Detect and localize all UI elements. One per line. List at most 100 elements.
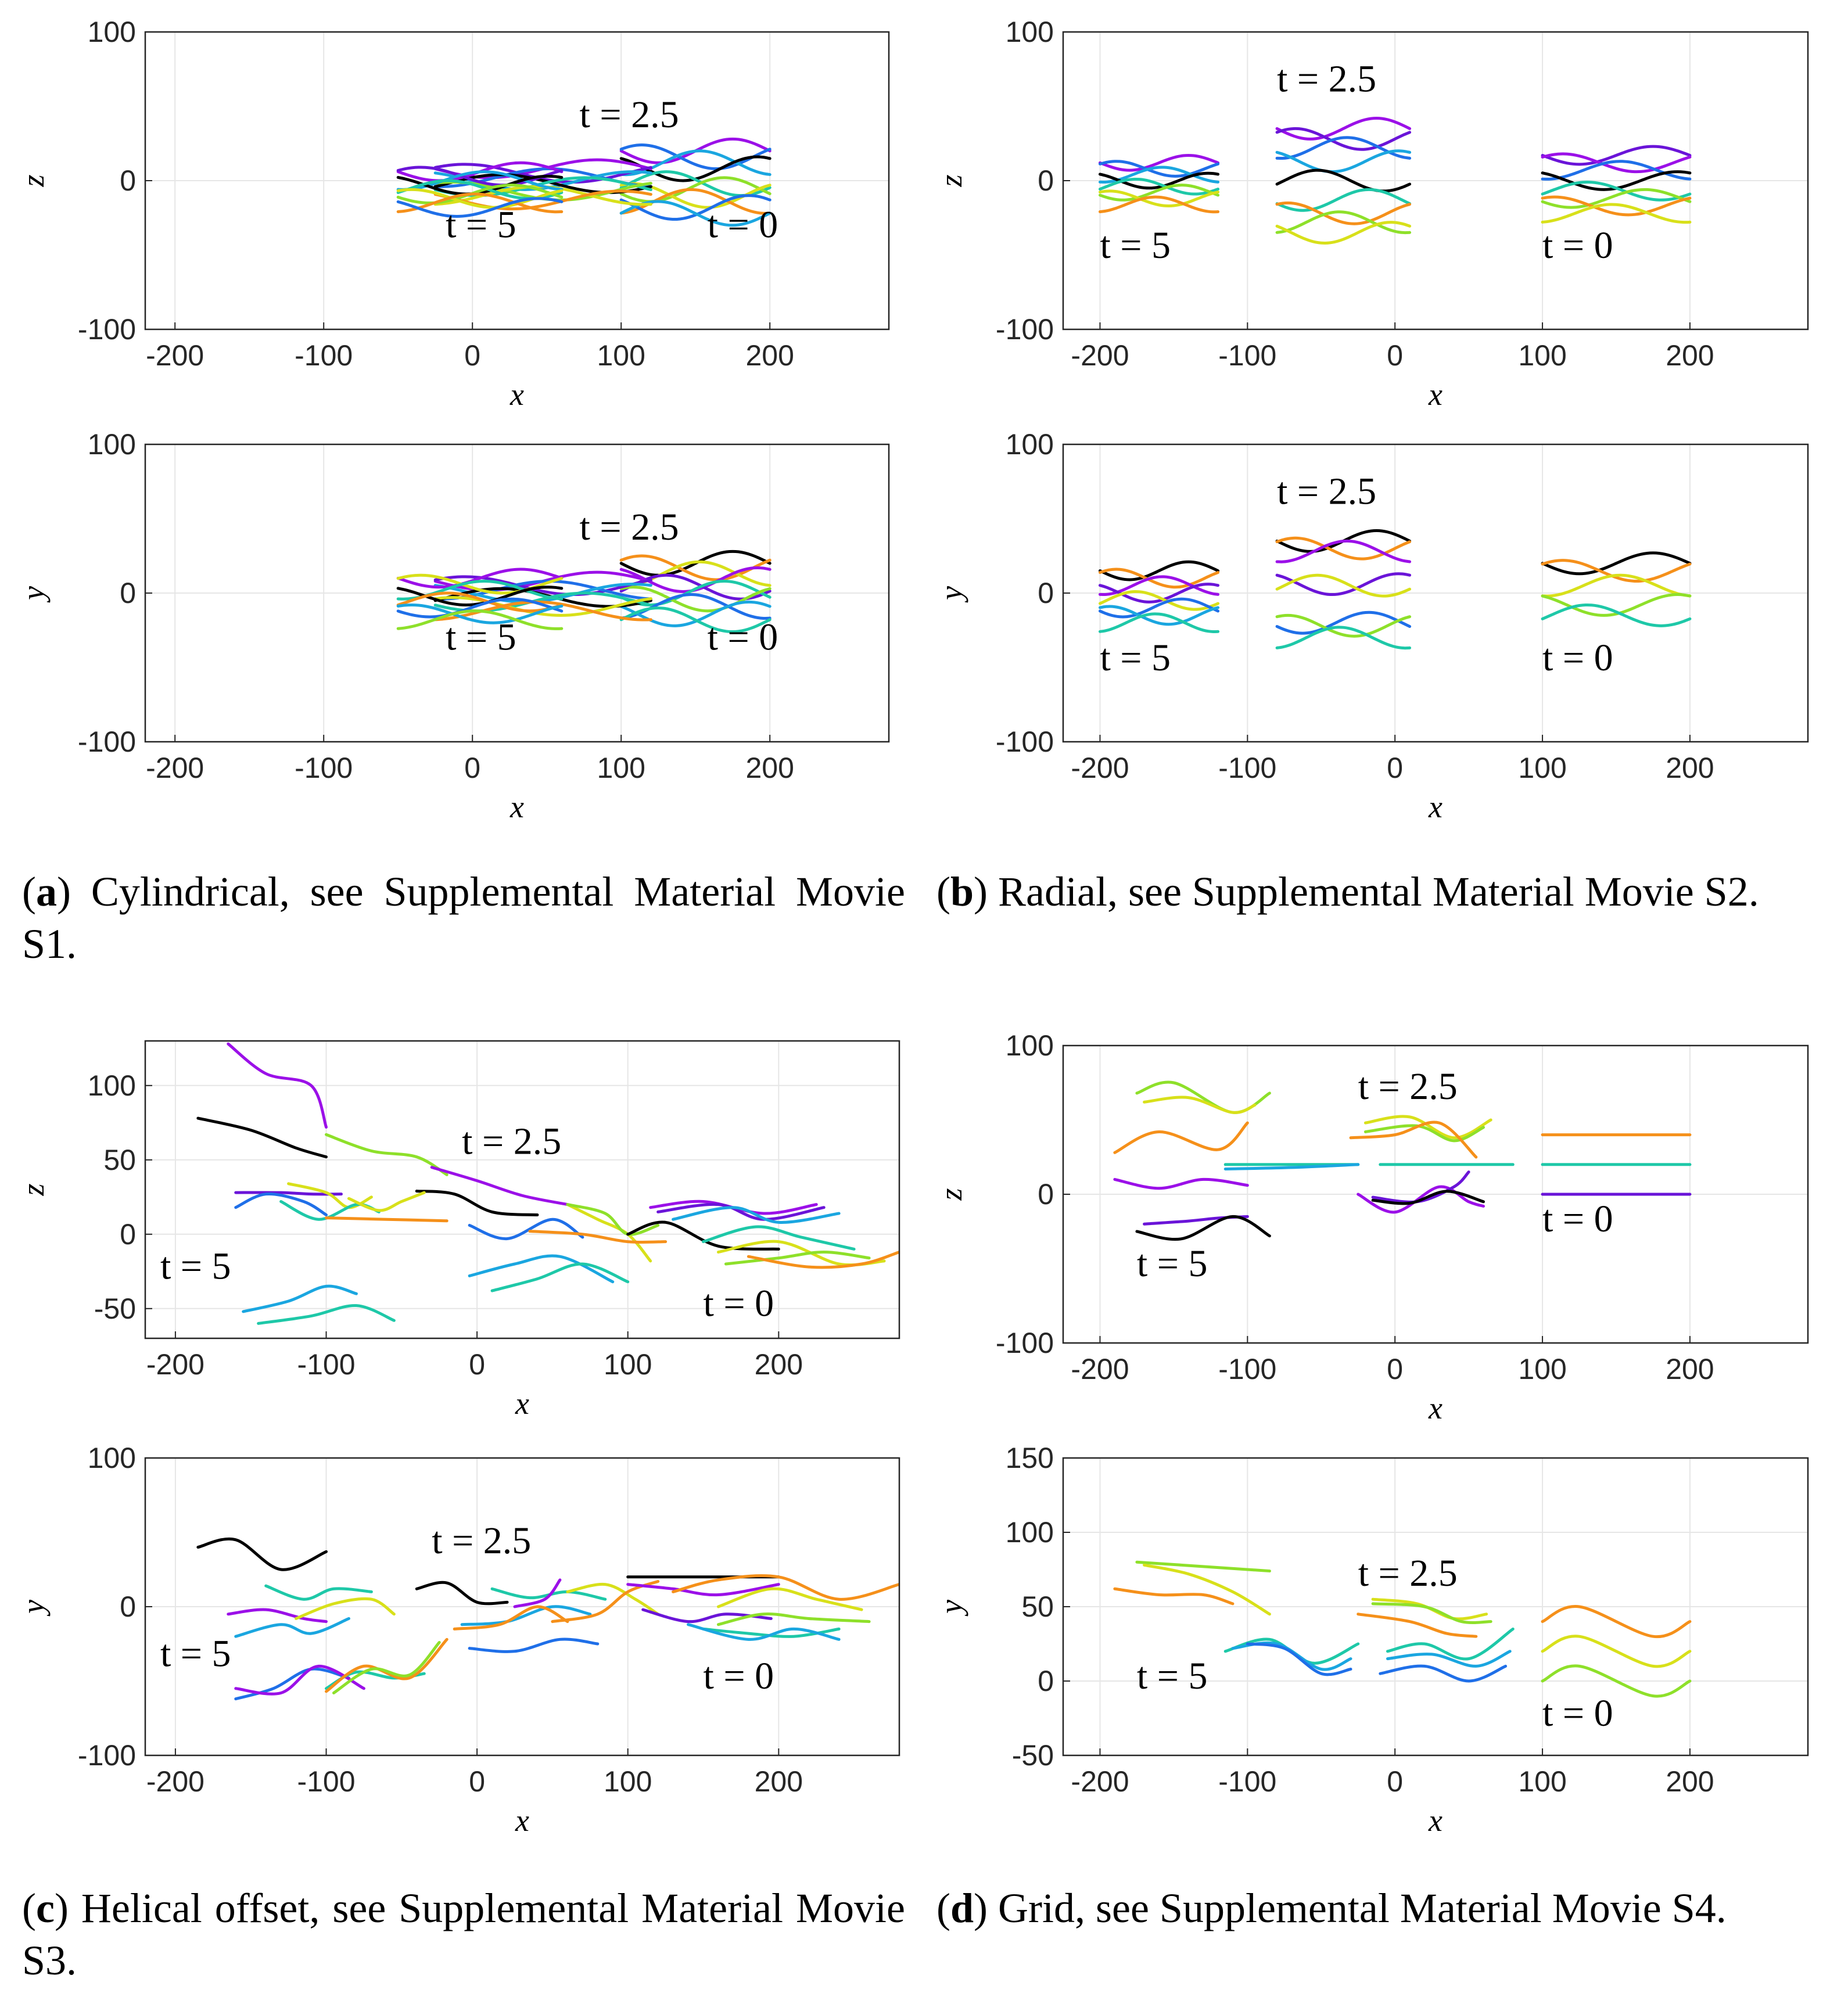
filament-line (626, 1220, 780, 1251)
filament-line (747, 1251, 899, 1269)
filament-line (656, 1202, 826, 1221)
filament-line (724, 1251, 871, 1266)
time-annotation: t = 0 (1542, 1692, 1613, 1734)
filament-line (1113, 1587, 1235, 1606)
plot-area (145, 1041, 899, 1338)
y-tick-label: 150 (1006, 1442, 1054, 1474)
x-tick-label: -100 (1218, 339, 1276, 372)
filament-line (1541, 1635, 1692, 1668)
filament-line (433, 596, 652, 617)
filament-line (1098, 195, 1220, 214)
filament-line (347, 1191, 426, 1212)
x-tick-label: 100 (597, 752, 645, 784)
filament-line (626, 1583, 780, 1597)
time-annotation: t = 5 (446, 616, 516, 658)
filament-line (1275, 610, 1412, 635)
filament-line (430, 1166, 569, 1206)
y-tick-label: -100 (996, 1327, 1054, 1359)
x-tick-label: 0 (1387, 1353, 1403, 1385)
filament-line (490, 1262, 630, 1292)
filament-line (295, 1597, 396, 1620)
x-tick-label: -200 (1071, 752, 1129, 784)
time-annotation: t = 5 (446, 203, 516, 246)
filament-line (234, 1617, 350, 1638)
time-annotation: t = 2.5 (432, 1520, 531, 1562)
caption-a: (a) Cylindrical, see Supplemental Materi… (22, 868, 905, 967)
filament-line (1275, 116, 1412, 141)
x-axis-label: x (1428, 377, 1442, 412)
filament-line (1275, 210, 1412, 235)
y-axis-label: z (934, 1188, 968, 1201)
filament-line (234, 1667, 350, 1701)
filament-line (396, 197, 564, 218)
filament-line (566, 1203, 652, 1263)
x-tick-label: 0 (469, 1765, 485, 1798)
caption-d-text: Grid, see Supplemental Material Movie S4… (988, 1885, 1727, 1931)
y-axis-label: y (16, 1600, 51, 1617)
x-tick-label: -200 (1071, 1765, 1129, 1798)
data-lines (196, 1537, 899, 1701)
x-tick-label: 200 (755, 1348, 803, 1381)
data-lines (1113, 1080, 1692, 1241)
filament-line (433, 575, 652, 597)
x-tick-label: -100 (1218, 1765, 1276, 1798)
time-annotation: t = 0 (704, 1655, 774, 1697)
x-tick-label: 200 (1666, 1353, 1714, 1385)
time-annotation: t = 0 (1542, 1198, 1613, 1240)
x-axis-label: x (1428, 789, 1442, 824)
x-tick-label: 0 (464, 339, 480, 372)
filament-line (528, 1230, 668, 1244)
x-tick-label: 100 (1518, 752, 1566, 784)
x-tick-label: -200 (146, 1348, 204, 1381)
filament-line (619, 554, 772, 581)
time-annotation: t = 0 (1542, 224, 1613, 267)
filament-line (619, 176, 772, 203)
caption-d-letter: d (950, 1885, 974, 1931)
x-tick-label: -100 (295, 752, 353, 784)
x-tick-label: 100 (1518, 1353, 1566, 1385)
x-axis-label: x (509, 789, 524, 824)
x-tick-label: 0 (1387, 1765, 1403, 1798)
filament-line (1143, 1096, 1257, 1114)
filament-line (1541, 603, 1692, 627)
caption-d: (d) Grid, see Supplemental Material Movi… (936, 1885, 1727, 1931)
filament-line (1098, 568, 1220, 589)
y-tick-label: -100 (78, 1739, 136, 1772)
filament-line (1541, 559, 1692, 583)
filament-line (513, 1578, 562, 1608)
filament-line (1541, 593, 1692, 617)
x-tick-label: 100 (604, 1765, 652, 1798)
filament-line (325, 1133, 448, 1176)
x-tick-label: 100 (1518, 1765, 1566, 1798)
filament-line (1113, 1121, 1249, 1154)
filament-line (396, 184, 564, 204)
y-tick-label: 100 (88, 1442, 136, 1474)
plot-frame (144, 1040, 900, 1339)
filament-line (1349, 1120, 1478, 1159)
y-axis-label: y (16, 586, 51, 603)
filament-line (227, 1042, 328, 1129)
filament-line (396, 166, 564, 187)
x-tick-label: 0 (1387, 752, 1403, 784)
filament-line (1098, 560, 1220, 581)
filament-line (716, 1587, 863, 1611)
x-axis-label: x (515, 1803, 529, 1838)
data-lines (196, 1042, 899, 1325)
filament-line (566, 1582, 660, 1616)
filament-line (1275, 149, 1412, 174)
x-axis-label: x (1428, 1803, 1442, 1838)
plot-c-top: -200 -100 0 100 200 -50 0 50 100 x z t = 2.5 t = 5 t … (16, 1040, 900, 1421)
filament-line (1541, 573, 1692, 598)
y-axis-label: y (934, 1600, 968, 1617)
filament-line (1541, 145, 1692, 166)
filament-line (1275, 613, 1412, 638)
time-annotation: t = 5 (1100, 224, 1171, 267)
plot-b-top: -200 -100 0 100 200 -100 0 100 x z t = 2.5 t = 5 t =… (934, 16, 1809, 412)
time-annotation: t = 0 (704, 1283, 774, 1325)
filament-line (1541, 181, 1692, 202)
y-tick-label: 0 (120, 1218, 136, 1251)
time-annotation: t = 5 (160, 1632, 231, 1675)
caption-a-letter: a (35, 868, 57, 915)
filament-line (1098, 590, 1220, 611)
caption-b-letter: b (950, 868, 974, 915)
